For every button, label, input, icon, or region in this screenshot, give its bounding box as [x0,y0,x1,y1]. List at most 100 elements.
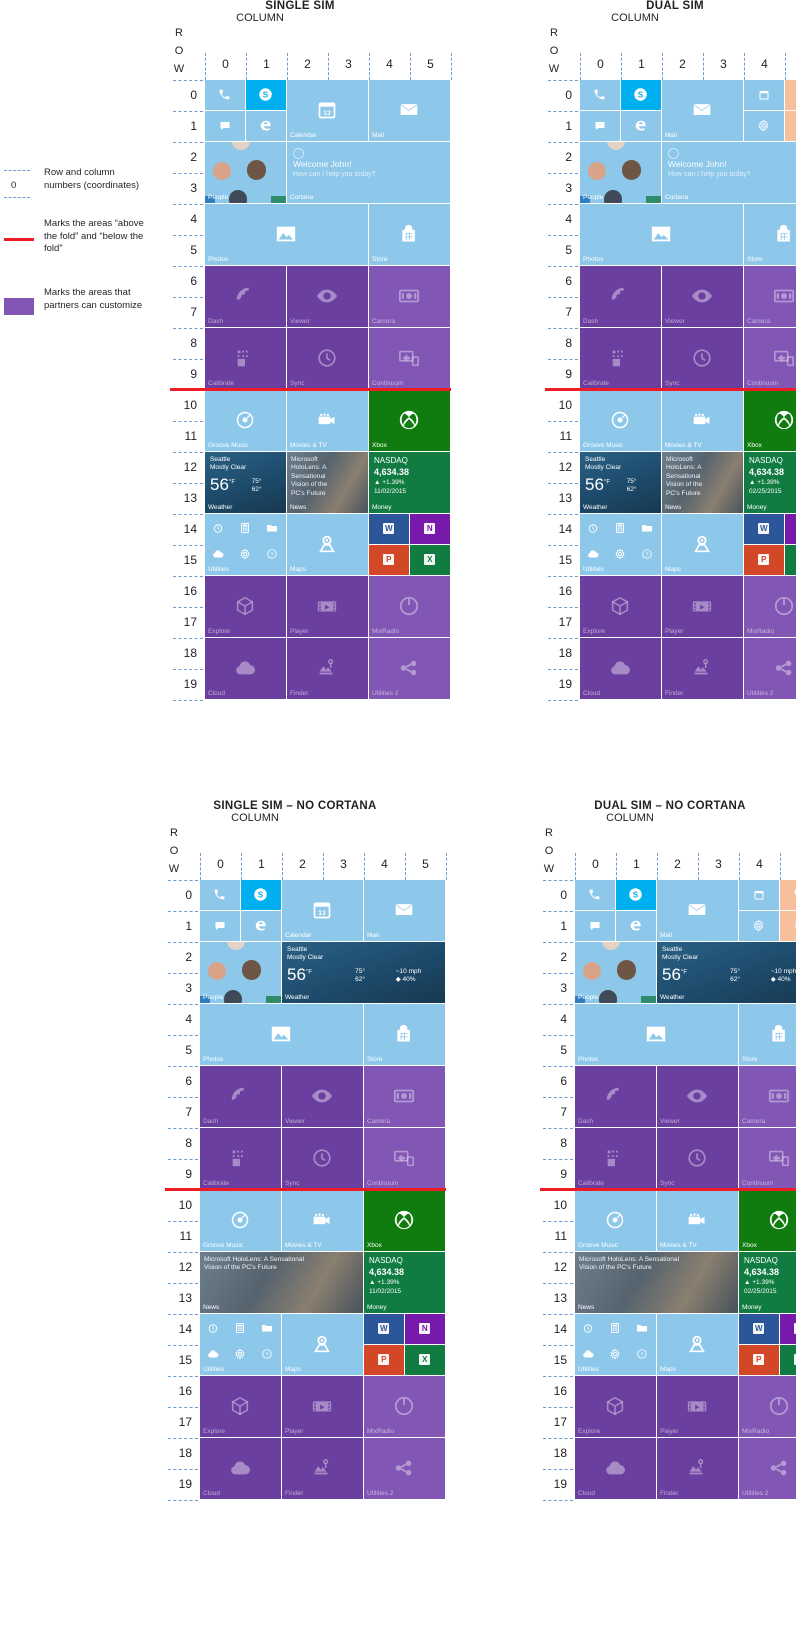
tile-movies-tv[interactable]: Movies & TV [662,390,743,451]
tile-messaging[interactable] [200,911,240,941]
tile-word[interactable]: W [744,514,784,544]
tile-player[interactable]: Player [657,1376,738,1437]
tile-maps[interactable]: Maps [657,1314,738,1375]
tile-people[interactable]: People [200,942,281,1003]
tile-calendar[interactable] [744,80,784,110]
tile-finder[interactable]: Finder [282,1438,363,1499]
tile-xbox[interactable]: Xbox [369,390,450,451]
tile-player[interactable]: Player [662,576,743,637]
tile-finder[interactable]: Finder [657,1438,738,1499]
tile-mixradio[interactable]: MixRadio [364,1376,445,1437]
tile-excel[interactable]: X [785,545,796,575]
tile-sim2-messaging[interactable] [785,111,796,141]
tile-camera[interactable]: Camera [364,1066,445,1127]
tile-sim2-messaging[interactable] [780,911,796,941]
tile-camera[interactable]: Camera [369,266,450,327]
tile-store[interactable]: Store [364,1004,445,1065]
tile-viewer[interactable]: Viewer [662,266,743,327]
tile-xbox[interactable]: Xbox [364,1190,445,1251]
tile-cortana[interactable]: Welcome John! How can I help you today? Co… [662,142,796,203]
tile-cloud[interactable]: Cloud [575,1438,656,1499]
tile-phone[interactable] [575,880,615,910]
tile-money[interactable]: NASDAQ 4,634.38 ▲ +1.39% 02/25/2015 Money [744,452,796,513]
tile-messaging[interactable] [580,111,620,141]
tile-explore[interactable]: Explore [575,1376,656,1437]
tile-phone[interactable] [200,880,240,910]
tile-people[interactable]: People [575,942,656,1003]
tile-photos[interactable]: Photos [200,1004,363,1065]
tile-skype[interactable]: S [616,880,656,910]
tile-maps[interactable]: Maps [282,1314,363,1375]
tile-mail[interactable]: Mail [369,80,450,141]
tile-utilities[interactable]: ? Utilities [205,514,286,575]
tile-settings[interactable] [739,911,779,941]
tile-people[interactable]: People [205,142,286,203]
tile-weather[interactable]: Seattle Mostly Clear 56°F 75° 62° Weather [205,452,286,513]
tile-news[interactable]: Microsoft HoloLens: A Sensational Vision… [200,1252,363,1313]
tile-photos[interactable]: Photos [580,204,743,265]
tile-explore[interactable]: Explore [200,1376,281,1437]
tile-mail[interactable]: Mail [657,880,738,941]
tile-utilities[interactable]: ? Utilities [580,514,661,575]
tile-dash[interactable]: Dash [205,266,286,327]
tile-onenote[interactable]: N [780,1314,796,1344]
tile-phone[interactable] [580,80,620,110]
tile-news[interactable]: Microsoft HoloLens: A Sensational Vision… [662,452,743,513]
tile-continuum[interactable]: Continuum [744,328,796,389]
tile-cortana[interactable]: Welcome John! How can I help you today? Co… [287,142,450,203]
tile-camera[interactable]: Camera [744,266,796,327]
tile-xbox[interactable]: Xbox [744,390,796,451]
tile-mixradio[interactable]: MixRadio [739,1376,796,1437]
tile-word[interactable]: W [364,1314,404,1344]
tile-viewer[interactable]: Viewer [282,1066,363,1127]
tile-powerpoint[interactable]: P [364,1345,404,1375]
tile-weather[interactable]: Seattle Mostly Clear 56°F 75° 62° ~10 mph ◆ 40… [282,942,445,1003]
tile-mail[interactable]: Mail [364,880,445,941]
tile-groove-music[interactable]: Groove Music [580,390,661,451]
tile-money[interactable]: NASDAQ 4,634.38 ▲ +1.39% 11/02/2015 Money [369,452,450,513]
tile-onenote[interactable]: N [785,514,796,544]
tile-sync[interactable]: Sync [662,328,743,389]
tile-money[interactable]: NASDAQ 4,634.38 ▲ +1.39% 02/25/2015 Money [739,1252,796,1313]
tile-finder[interactable]: Finder [287,638,368,699]
tile-onenote[interactable]: N [405,1314,445,1344]
tile-sim2-phone[interactable] [785,80,796,110]
tile-player[interactable]: Player [282,1376,363,1437]
tile-dash[interactable]: Dash [200,1066,281,1127]
tile-maps[interactable]: Maps [287,514,368,575]
tile-weather[interactable]: Seattle Mostly Clear 56°F 75° 62° ~10 mph ◆ 40… [657,942,796,1003]
tile-explore[interactable]: Explore [580,576,661,637]
tile-mixradio[interactable]: MixRadio [369,576,450,637]
tile-cloud[interactable]: Cloud [205,638,286,699]
tile-finder[interactable]: Finder [662,638,743,699]
tile-weather[interactable]: Seattle Mostly Clear 56°F 75° 62° Weather [580,452,661,513]
tile-utilities[interactable]: ? Utilities [575,1314,656,1375]
tile-cloud[interactable]: Cloud [200,1438,281,1499]
tile-groove-music[interactable]: Groove Music [205,390,286,451]
tile-continuum[interactable]: Continuum [364,1128,445,1189]
tile-calibrate[interactable]: Calibrate [575,1128,656,1189]
tile-cloud[interactable]: Cloud [580,638,661,699]
tile-calibrate[interactable]: Calibrate [205,328,286,389]
tile-dash[interactable]: Dash [580,266,661,327]
tile-word[interactable]: W [739,1314,779,1344]
tile-viewer[interactable]: Viewer [287,266,368,327]
tile-onenote[interactable]: N [410,514,450,544]
tile-sim2-phone[interactable] [780,880,796,910]
tile-calibrate[interactable]: Calibrate [580,328,661,389]
tile-store[interactable]: Store [739,1004,796,1065]
tile-excel[interactable]: X [405,1345,445,1375]
tile-utilities-2[interactable]: Utilities 2 [739,1438,796,1499]
tile-word[interactable]: W [369,514,409,544]
tile-skype[interactable]: S [621,80,661,110]
tile-calendar[interactable]: 13 Calendar [282,880,363,941]
tile-dash[interactable]: Dash [575,1066,656,1127]
tile-utilities[interactable]: ? Utilities [200,1314,281,1375]
tile-powerpoint[interactable]: P [739,1345,779,1375]
tile-xbox[interactable]: Xbox [739,1190,796,1251]
tile-sync[interactable]: Sync [657,1128,738,1189]
tile-skype[interactable]: S [246,80,286,110]
tile-viewer[interactable]: Viewer [657,1066,738,1127]
tile-settings[interactable] [744,111,784,141]
tile-continuum[interactable]: Continuum [739,1128,796,1189]
